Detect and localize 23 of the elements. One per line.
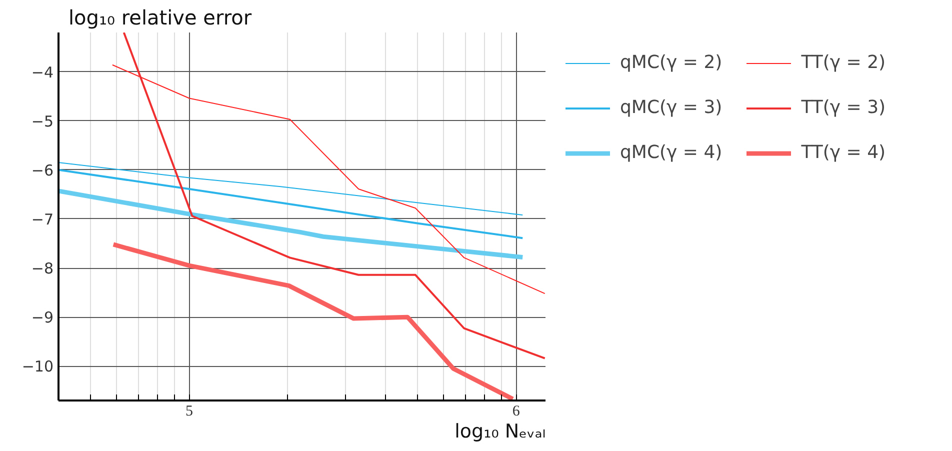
line-series — [112, 64, 546, 294]
y-tick-label: −9 — [31, 308, 54, 327]
line-series — [58, 162, 524, 216]
legend-label: TT(γ = 3) — [801, 97, 886, 118]
y-tick-label: −4 — [31, 63, 54, 82]
legend-label: qMC(γ = 2) — [620, 52, 722, 73]
x-tick-label: 6 — [512, 404, 520, 420]
y-axis-title: log₁₀ relative error — [68, 6, 252, 30]
x-axis-title: log₁₀ Nₑᵥₐₗ — [454, 420, 546, 442]
y-tick-label: −7 — [31, 210, 54, 228]
legend-label: qMC(γ = 4) — [620, 142, 722, 163]
line-series — [58, 168, 524, 240]
y-tick-label: −6 — [31, 161, 54, 180]
legend-label: qMC(γ = 3) — [620, 97, 722, 118]
x-tick-label: 5 — [185, 404, 193, 420]
legend-label: TT(γ = 2) — [801, 52, 886, 73]
line-series — [111, 242, 516, 400]
line-series — [122, 32, 546, 360]
y-tick-label: −10 — [22, 358, 54, 376]
legend-label: TT(γ = 4) — [801, 142, 886, 163]
y-tick-label: −5 — [31, 112, 54, 130]
line-series — [58, 188, 525, 260]
y-tick-label: −8 — [31, 260, 54, 278]
